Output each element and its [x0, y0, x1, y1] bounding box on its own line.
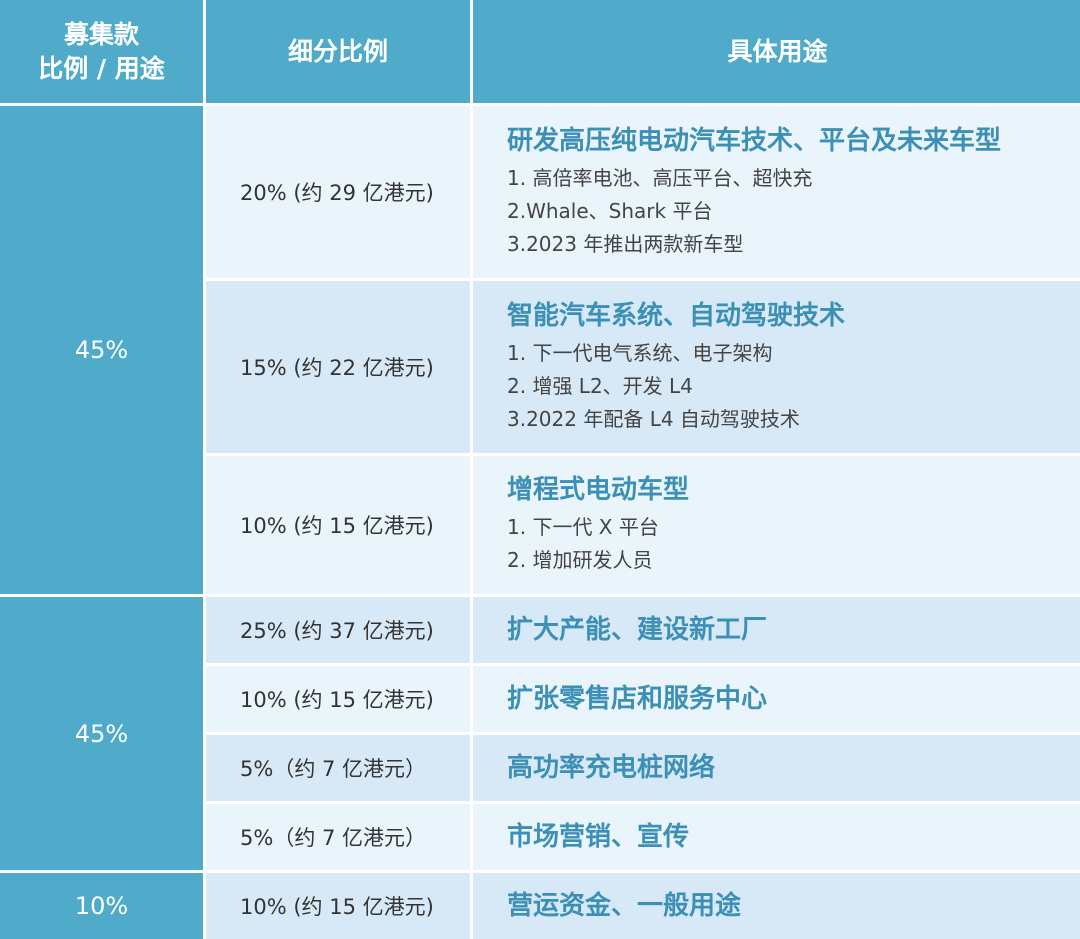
usage-item: 1. 下一代电气系统、电子架构 — [507, 340, 773, 365]
usage-item: 1. 下一代 X 平台 — [507, 515, 659, 539]
header-ratio-usage-line1: 募集款 — [63, 19, 139, 49]
ratio-cell: 20% (约 29 亿港元) — [206, 106, 470, 278]
usage-title: 市场营销、宣传 — [507, 822, 690, 852]
usage-item: 2. 增强 L2、开发 L4 — [507, 373, 693, 398]
ratio-cell: 10% (约 15 亿港元) — [206, 456, 470, 594]
usage-title: 智能汽车系统、自动驾驶技术 — [507, 300, 846, 331]
header-specific-usage: 具体用途 — [473, 0, 1080, 103]
usage-item: 2.Whale、Shark 平台 — [507, 198, 713, 223]
group-rd: 45% — [0, 106, 203, 594]
ratio-cell: 10% (约 15 亿港元) — [206, 873, 470, 939]
usage-title: 扩大产能、建设新工厂 — [507, 615, 768, 645]
header-sub-ratio: 细分比例 — [206, 0, 470, 103]
usage-cell: 扩大产能、建设新工厂 — [473, 597, 1080, 663]
usage-cell: 营运资金、一般用途 — [473, 873, 1080, 939]
header-ratio-usage: 募集款 比例 / 用途 — [0, 0, 203, 103]
usage-title: 营运资金、一般用途 — [507, 891, 742, 921]
usage-cell: 高功率充电桩网络 — [473, 735, 1080, 801]
usage-title: 增程式电动车型 — [507, 475, 690, 505]
group-working-capital: 10% — [0, 873, 203, 939]
ratio-cell: 10% (约 15 亿港元) — [206, 666, 470, 732]
ratio-cell: 15% (约 22 亿港元) — [206, 281, 470, 453]
usage-cell: 市场营销、宣传 — [473, 804, 1080, 870]
usage-title: 研发高压纯电动汽车技术、平台及未来车型 — [507, 125, 1002, 156]
usage-item: 3.2023 年推出两款新车型 — [507, 231, 744, 256]
ratio-cell: 5%（约 7 亿港元） — [206, 735, 470, 801]
group-expansion: 45% — [0, 597, 203, 870]
ratio-cell: 5%（约 7 亿港元） — [206, 804, 470, 870]
usage-cell: 扩张零售店和服务中心 — [473, 666, 1080, 732]
usage-title: 扩张零售店和服务中心 — [507, 684, 768, 714]
usage-cell: 研发高压纯电动汽车技术、平台及未来车型 1. 高倍率电池、高压平台、超快充 2.… — [473, 106, 1080, 278]
usage-cell: 智能汽车系统、自动驾驶技术 1. 下一代电气系统、电子架构 2. 增强 L2、开… — [473, 281, 1080, 453]
usage-item: 2. 增加研发人员 — [507, 548, 653, 572]
ratio-cell: 25% (约 37 亿港元) — [206, 597, 470, 663]
header-ratio-usage-line2: 比例 / 用途 — [38, 53, 165, 83]
usage-cell: 增程式电动车型 1. 下一代 X 平台 2. 增加研发人员 — [473, 456, 1080, 594]
usage-item: 1. 高倍率电池、高压平台、超快充 — [507, 165, 813, 190]
usage-item: 3.2022 年配备 L4 自动驾驶技术 — [507, 406, 800, 431]
usage-title: 高功率充电桩网络 — [507, 753, 716, 783]
